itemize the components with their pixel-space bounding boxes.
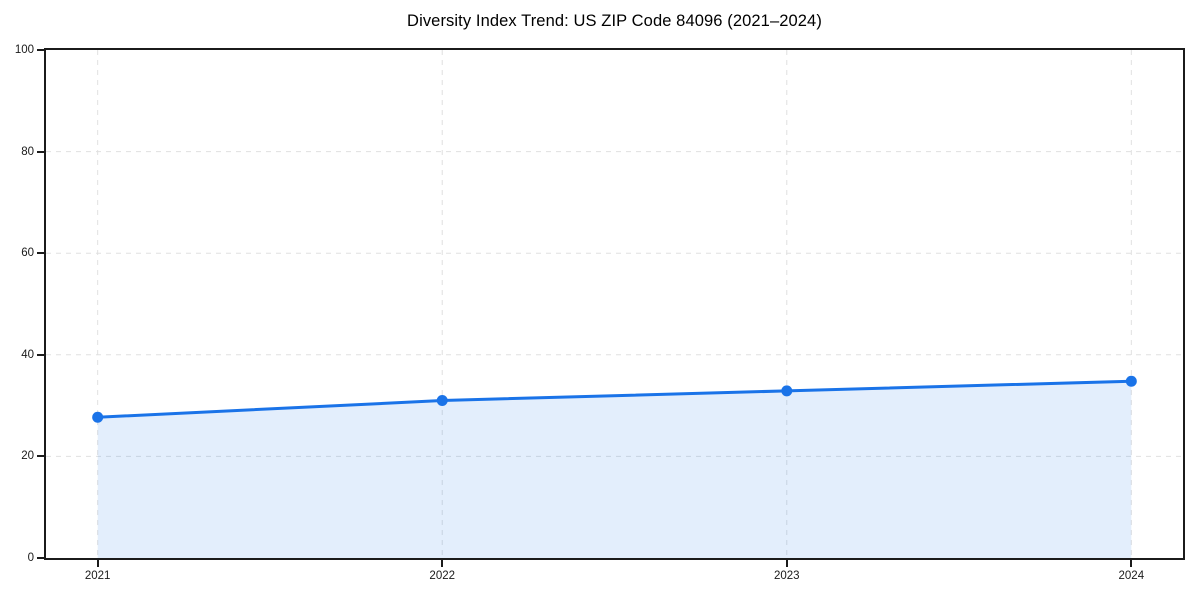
y-axis-tick-mark [37, 150, 44, 153]
x-axis-tick-mark [441, 560, 444, 567]
y-axis-tick-mark [37, 252, 44, 255]
data-point-marker [92, 411, 104, 423]
y-tick-label: 20 [21, 450, 34, 463]
x-tick-label: 2021 [84, 570, 111, 582]
y-tick-label: 60 [21, 247, 34, 260]
x-axis-tick-mark [96, 560, 99, 567]
plot-area [44, 48, 1185, 560]
x-axis-tick-mark [1130, 560, 1133, 567]
y-axis-tick-mark [37, 49, 44, 51]
y-tick-label: 0 [27, 552, 34, 564]
x-tick-label: 2024 [1118, 570, 1145, 582]
data-point-marker [781, 385, 793, 397]
y-tick-label: 80 [21, 145, 34, 158]
y-axis-tick-mark [37, 557, 44, 559]
y-tick-label: 40 [21, 348, 34, 361]
y-axis-tick-mark [37, 455, 44, 458]
trend-line [96, 379, 1133, 419]
x-axis-tick-mark [785, 560, 788, 567]
y-axis-tick-mark [37, 353, 44, 356]
y-tick-label: 100 [14, 44, 34, 56]
line-chart-canvas [46, 50, 1183, 558]
chart-title: Diversity Index Trend: US ZIP Code 84096… [407, 12, 822, 30]
x-tick-label: 2023 [773, 570, 800, 582]
data-point-marker [1125, 375, 1137, 387]
data-point-marker [436, 395, 448, 407]
x-tick-label: 2022 [429, 570, 456, 582]
area-fill [97, 381, 1132, 558]
